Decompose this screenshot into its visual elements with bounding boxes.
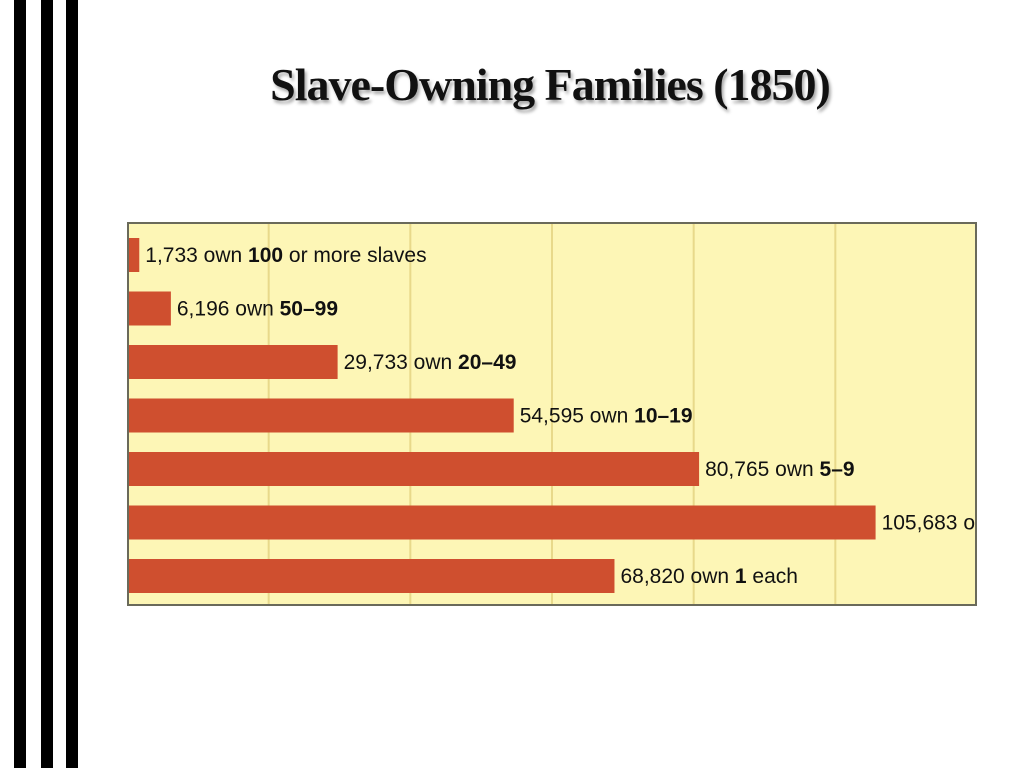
bar (127, 505, 876, 540)
bar-label-range: 50–99 (280, 298, 338, 321)
bar-label: 1,733 own 100 or more slaves (145, 244, 426, 267)
bar-label-count: 105,683 own (882, 512, 977, 535)
bar-label-suffix: each (747, 565, 798, 588)
bar-label: 80,765 own 5–9 (705, 458, 854, 481)
bar-label-count: 29,733 own (344, 351, 458, 374)
page-title: Slave-Owning Families (1850) (270, 59, 831, 110)
bar-label-range: 10–19 (634, 405, 692, 428)
decorative-stripe (41, 0, 53, 768)
bar-chart: 1,733 own 100 or more slaves 6,196 own 50… (127, 222, 977, 606)
bar-label: 6,196 own 50–99 (177, 298, 338, 321)
bar-label: 29,733 own 20–49 (344, 351, 517, 374)
bar (127, 452, 700, 486)
chart-border (127, 222, 977, 606)
chart-labels: 1,733 own 100 or more slaves 6,196 own 50… (145, 244, 977, 588)
bar-label-range: 20–49 (458, 351, 516, 374)
bar-label: 68,820 own 1 each (620, 565, 798, 588)
bar-label-range: 5–9 (820, 458, 855, 481)
bar-label-suffix: or more slaves (283, 244, 427, 267)
bar-label-range: 1 (735, 565, 747, 588)
bar-label: 54,595 own 10–19 (520, 405, 693, 428)
bar-label-range: 100 (248, 244, 283, 267)
bar (127, 238, 140, 272)
bar-label-count: 6,196 own (177, 298, 280, 321)
bar (127, 291, 171, 326)
decorative-stripe (66, 0, 78, 768)
bar-label-count: 68,820 own (620, 565, 734, 588)
bar (127, 345, 338, 379)
bar-label: 105,683 own 2–4 (882, 512, 977, 535)
bar (127, 559, 615, 593)
decorative-stripe (14, 0, 26, 768)
bar (127, 398, 514, 433)
bar-label-count: 1,733 own (145, 244, 248, 267)
bar-label-count: 54,595 own (520, 405, 634, 428)
chart-bars (127, 238, 876, 593)
bar-label-count: 80,765 own (705, 458, 819, 481)
